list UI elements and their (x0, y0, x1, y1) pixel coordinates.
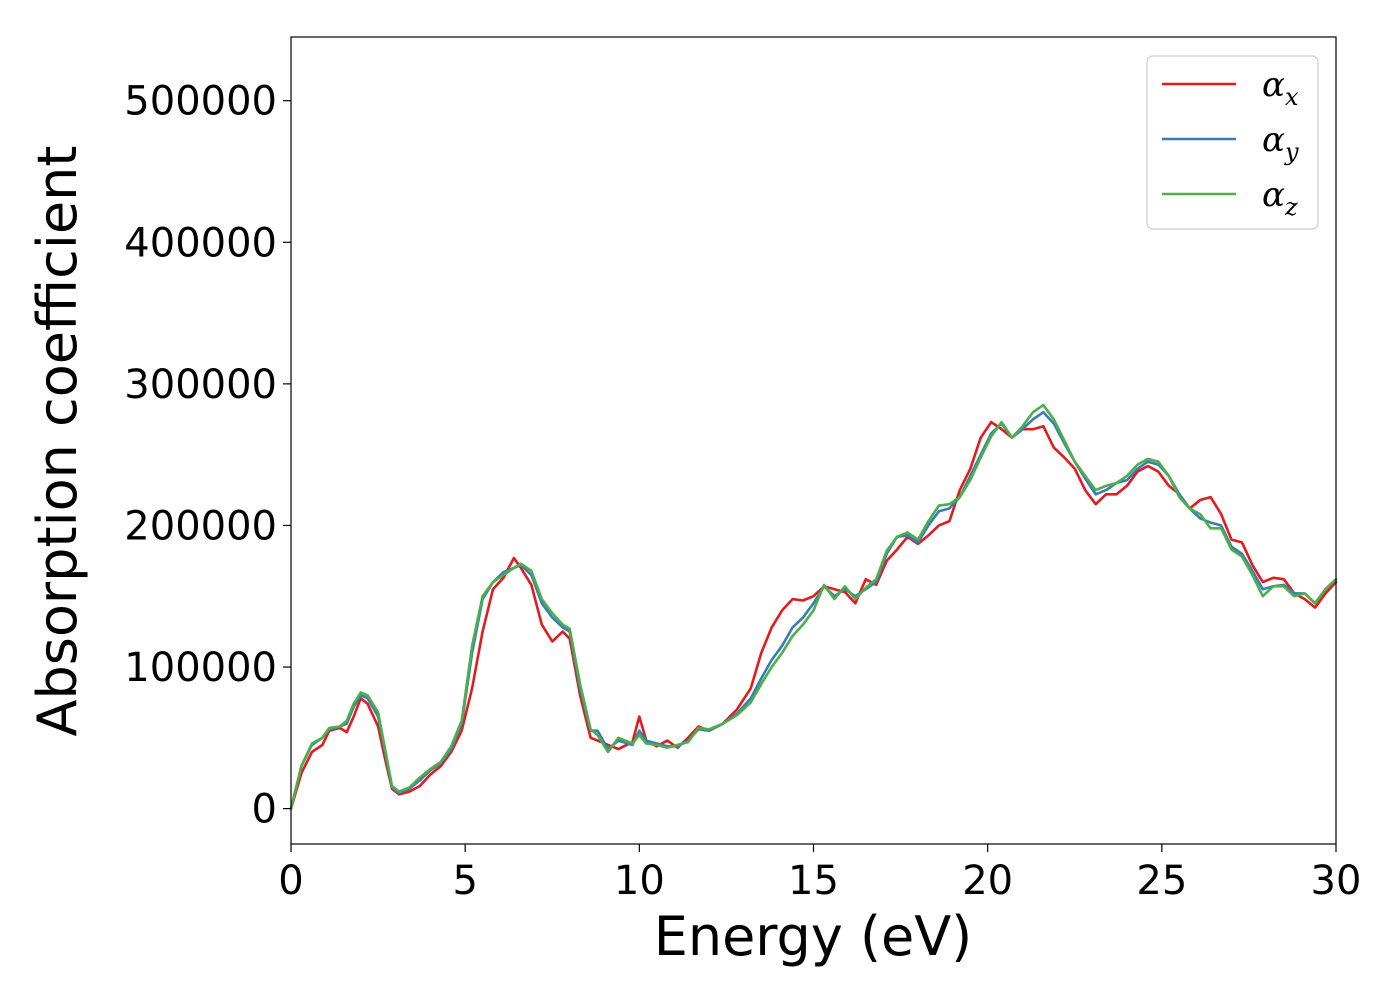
series-line-z (289, 403, 1338, 810)
legend-label-subscript: x (1285, 83, 1299, 111)
y-axis-ticks: 0 100000 200000 300000 400000 500000 (124, 79, 291, 833)
legend-label-symbol: α (1262, 65, 1285, 105)
series-layer (289, 403, 1338, 810)
legend-label: αz (1262, 175, 1298, 221)
legend-entry-z: αz (1162, 175, 1298, 221)
y-tick-label: 100000 (124, 645, 277, 691)
x-tick-label: 20 (962, 858, 1013, 904)
x-tick-label: 30 (1311, 858, 1362, 904)
legend-label-subscript: y (1284, 138, 1299, 166)
x-axis-label: Energy (eV) (654, 905, 973, 968)
x-tick-label: 10 (614, 858, 665, 904)
y-tick-label: 400000 (124, 220, 277, 266)
legend-label-subscript: z (1284, 193, 1298, 221)
y-axis-label: Absorption coefficient (26, 146, 89, 737)
legend-label-symbol: α (1262, 175, 1285, 215)
legend-entry-y: αy (1162, 120, 1299, 166)
x-tick-label: 15 (788, 858, 839, 904)
legend-label-symbol: α (1262, 120, 1285, 160)
y-tick-label: 200000 (124, 503, 277, 549)
y-tick-label: 300000 (124, 362, 277, 408)
x-tick-label: 25 (1136, 858, 1187, 904)
legend-entry-x: αx (1162, 65, 1299, 111)
x-tick-label: 0 (278, 858, 303, 904)
legend-label: αx (1262, 65, 1299, 111)
y-tick-label: 500000 (124, 79, 277, 125)
series-line-x (289, 420, 1338, 810)
legend-label: αy (1262, 120, 1299, 166)
x-tick-label: 5 (452, 858, 477, 904)
legend-box (1146, 55, 1319, 230)
x-axis-ticks: 0 5 10 15 20 25 30 (278, 844, 1361, 904)
y-tick-label: 0 (252, 787, 277, 833)
